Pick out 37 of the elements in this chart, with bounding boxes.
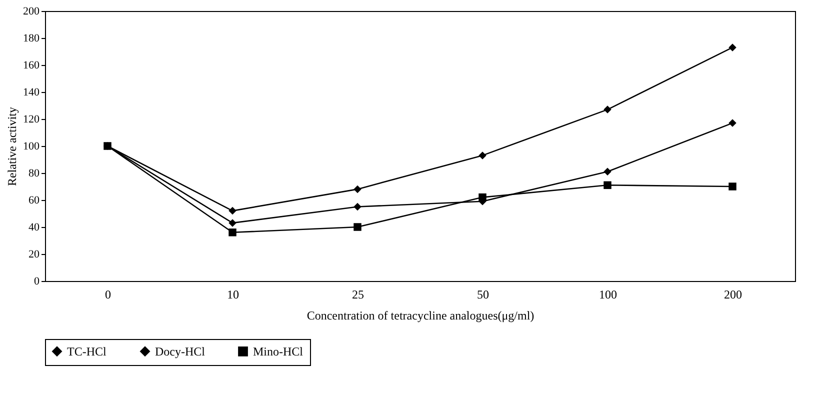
point bbox=[728, 119, 736, 127]
point bbox=[728, 182, 736, 190]
legend-label: Mino-HCl bbox=[253, 344, 304, 358]
point bbox=[604, 106, 612, 114]
x-tick-label: 200 bbox=[724, 288, 742, 302]
y-tick-label: 40 bbox=[28, 222, 40, 234]
y-tick-label: 20 bbox=[28, 248, 40, 260]
point bbox=[228, 206, 236, 215]
point bbox=[104, 142, 112, 150]
legend-label: Docy-HCl bbox=[155, 344, 206, 358]
y-tick-label: 80 bbox=[28, 168, 40, 180]
point bbox=[604, 181, 612, 190]
y-tick-label: 100 bbox=[23, 140, 40, 152]
x-axis-title: Concentration of tetracycline analogues(μg/ml) bbox=[306, 308, 534, 322]
x-tick-label: 100 bbox=[599, 288, 617, 302]
point bbox=[478, 193, 486, 202]
point bbox=[728, 44, 736, 52]
point bbox=[228, 219, 236, 227]
y-tick-label: 0 bbox=[34, 276, 40, 288]
legend-label: TC-HCl bbox=[67, 344, 107, 358]
point bbox=[354, 223, 362, 231]
point bbox=[354, 202, 362, 211]
y-tick-label: 200 bbox=[23, 6, 40, 18]
y-tick-label: 160 bbox=[23, 60, 40, 72]
y-tick-label: 140 bbox=[23, 86, 40, 98]
x-tick-label: 50 bbox=[477, 288, 489, 302]
x-tick-label: 25 bbox=[352, 288, 364, 302]
x-tick-label: 0 bbox=[105, 288, 111, 302]
point bbox=[604, 168, 612, 176]
y-axis-title: Relative activity bbox=[5, 107, 19, 186]
point bbox=[478, 152, 486, 160]
point bbox=[228, 228, 236, 236]
x-tick-label: 10 bbox=[227, 288, 239, 302]
point bbox=[354, 185, 362, 194]
y-tick-label: 120 bbox=[23, 114, 40, 126]
y-tick-label: 180 bbox=[23, 32, 40, 44]
y-tick-label: 60 bbox=[28, 194, 40, 206]
